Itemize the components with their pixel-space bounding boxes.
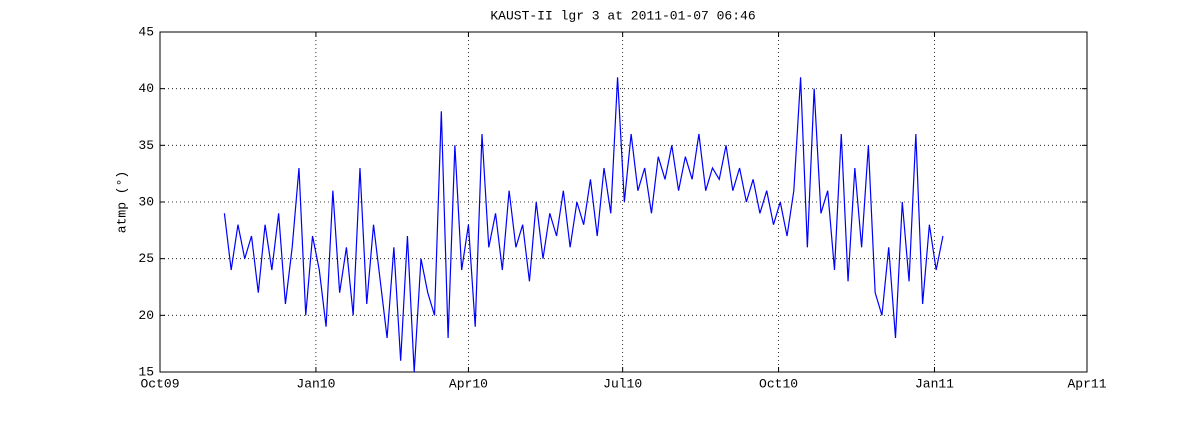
x-tick-label: Oct10 — [759, 376, 798, 391]
x-tick-label: Jan11 — [915, 376, 954, 391]
y-tick-label: 40 — [138, 81, 154, 96]
y-tick-label: 30 — [138, 194, 154, 209]
x-tick-label: Jan10 — [296, 376, 335, 391]
data-line — [223, 77, 944, 373]
x-tick-label: Jul10 — [603, 376, 642, 391]
y-tick-label: 20 — [138, 308, 154, 323]
y-tick-label: 25 — [138, 251, 154, 266]
chart-title: KAUST-II lgr 3 at 2011-01-07 06:46 — [490, 8, 755, 23]
x-tick-label: Apr10 — [449, 376, 488, 391]
y-tick-label: 45 — [138, 24, 154, 39]
y-axis-label: atmp (°) — [114, 171, 129, 233]
plot-frame — [159, 31, 1088, 373]
x-tick-label: Apr11 — [1067, 376, 1106, 391]
x-tick-label: Oct09 — [140, 376, 179, 391]
y-tick-label: 35 — [138, 138, 154, 153]
y-tick-label: 15 — [138, 364, 154, 379]
